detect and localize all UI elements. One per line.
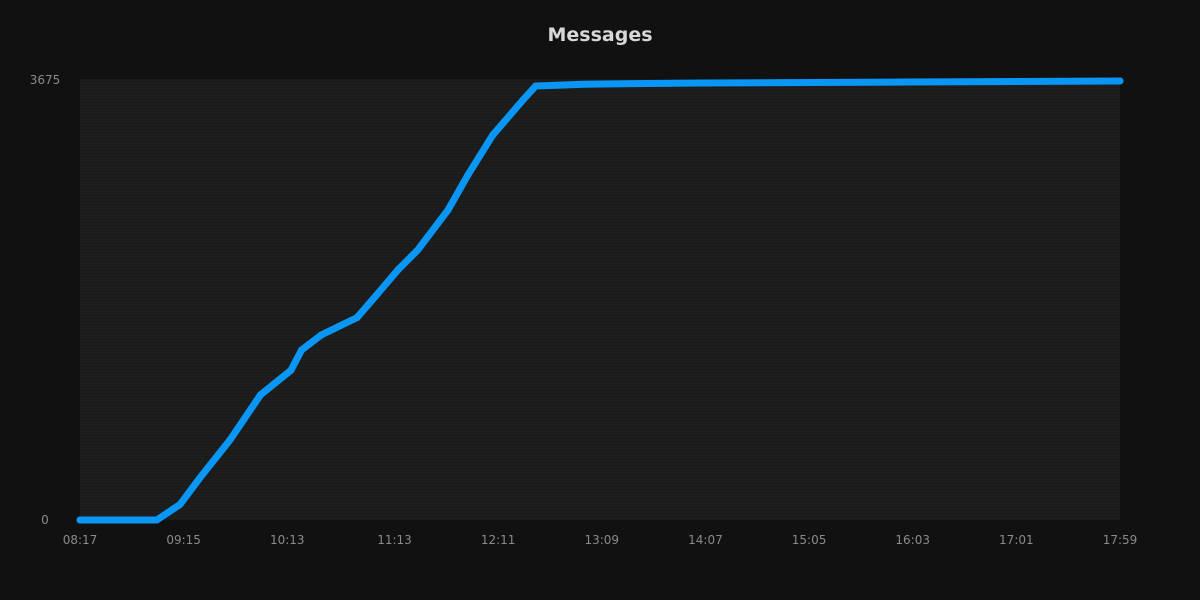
chart-title: Messages [547,24,653,46]
x-tick-label: 15:05 [792,533,827,547]
data-point [900,78,908,86]
x-tick-label: 17:01 [999,533,1034,547]
x-tick-label: 12:11 [481,533,516,547]
data-point [532,82,540,90]
x-tick-label: 13:09 [584,533,619,547]
data-point [298,346,306,354]
data-point [153,516,161,524]
y-tick-label: 0 [41,513,49,527]
x-tick-label: 10:13 [270,533,305,547]
data-point [176,500,184,508]
data-point [519,96,527,104]
data-point [464,171,472,179]
data-point [317,331,325,339]
data-point [353,314,361,322]
x-tick-label: 14:07 [688,533,723,547]
x-tick-label: 08:17 [63,533,98,547]
x-tick-label: 17:59 [1103,533,1138,547]
data-point [489,131,497,139]
x-tick-label: 09:15 [166,533,201,547]
data-point [394,266,402,274]
data-point [700,79,708,87]
data-point [414,246,422,254]
x-tick-label: 11:13 [377,533,412,547]
data-point [226,436,234,444]
data-point [256,391,264,399]
data-point [76,516,84,524]
series-line [76,77,1124,524]
y-tick-label: 3675 [30,73,61,87]
plot-area [80,80,1120,520]
data-point [444,206,452,214]
data-point [1116,77,1124,85]
data-point [287,366,295,374]
x-tick-label: 16:03 [895,533,930,547]
data-point [373,291,381,299]
data-point [580,80,588,88]
data-point [196,474,204,482]
